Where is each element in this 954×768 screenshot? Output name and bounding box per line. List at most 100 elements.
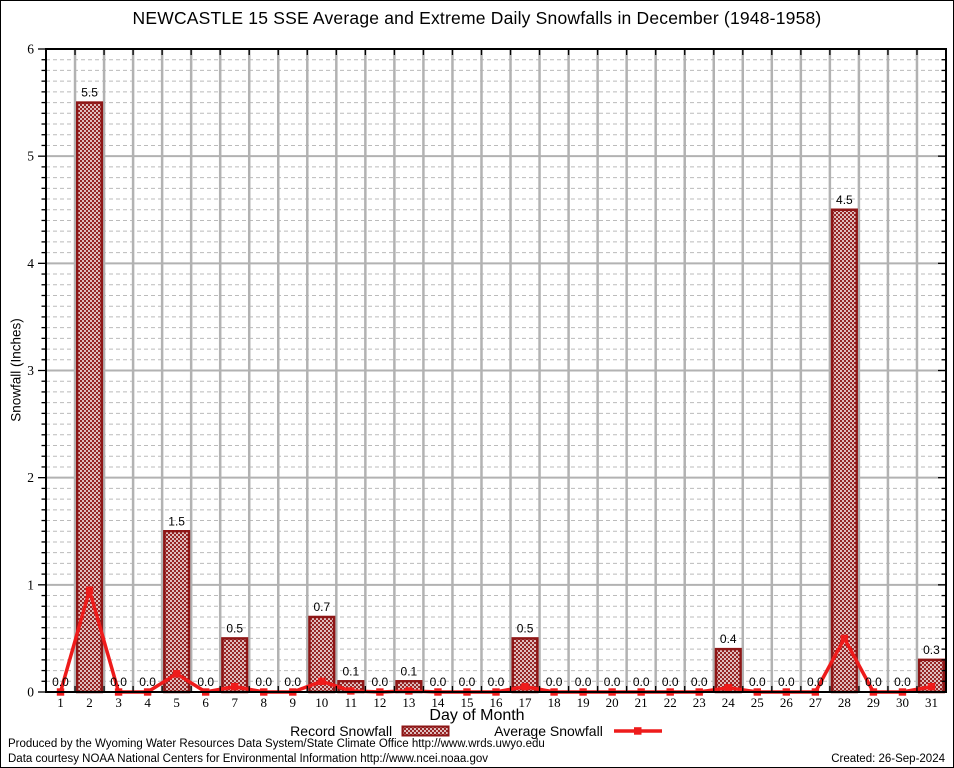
footer-produced-by: Produced by the Wyoming Water Resources … bbox=[8, 738, 545, 750]
x-tick-label-5: 5 bbox=[173, 695, 180, 710]
x-tick-label-25: 25 bbox=[751, 695, 764, 710]
bar-value-label-day-15: 0.0 bbox=[459, 675, 476, 689]
footer-row: Data courtesy NOAA National Centers for … bbox=[8, 753, 945, 765]
x-tick-label-12: 12 bbox=[373, 695, 386, 710]
chart-title: NEWCASTLE 15 SSE Average and Extreme Dai… bbox=[132, 8, 822, 28]
bar-value-label-day-29: 0.0 bbox=[865, 675, 882, 689]
bar-value-label-day-22: 0.0 bbox=[662, 675, 679, 689]
average-marker-day-17 bbox=[521, 682, 529, 691]
bar-value-label-day-27: 0.0 bbox=[807, 675, 824, 689]
x-tick-label-23: 23 bbox=[693, 695, 706, 710]
footer-data-courtesy: Data courtesy NOAA National Centers for … bbox=[8, 753, 489, 765]
bar-value-label-day-20: 0.0 bbox=[604, 675, 621, 689]
x-tick-label-9: 9 bbox=[290, 695, 297, 710]
bar-value-label-day-28: 4.5 bbox=[836, 193, 853, 207]
bar-value-label-day-19: 0.0 bbox=[575, 675, 592, 689]
record-snowfall-swatch-icon bbox=[401, 725, 450, 736]
x-tick-label-31: 31 bbox=[925, 695, 938, 710]
bar-value-label-day-31: 0.3 bbox=[923, 643, 940, 657]
y-tick-label-6: 6 bbox=[27, 42, 34, 57]
x-axis-title: Day of Month bbox=[429, 707, 525, 724]
x-tick-label-17: 17 bbox=[519, 695, 533, 710]
bar-value-label-day-21: 0.0 bbox=[633, 675, 650, 689]
bar-day-2 bbox=[75, 101, 104, 694]
x-tick-label-1: 1 bbox=[57, 695, 64, 710]
bar-day-10 bbox=[308, 615, 336, 694]
x-tick-label-14: 14 bbox=[431, 695, 445, 710]
bar-value-label-day-12: 0.0 bbox=[372, 675, 389, 689]
x-tick-label-15: 15 bbox=[460, 695, 473, 710]
bar-value-labels: 0.0 5.5 0.0 0.0 1.5 0.0 0.5 0.0 0.0 0.7 0.1 0.0 0.1 0… bbox=[52, 86, 940, 689]
bar-value-label-day-4: 0.0 bbox=[139, 675, 156, 689]
bar-day-28 bbox=[830, 208, 858, 694]
bar-value-label-day-25: 0.0 bbox=[749, 675, 766, 689]
average-snowfall-swatch-icon bbox=[613, 726, 662, 735]
bar-value-label-day-5: 1.5 bbox=[168, 514, 185, 528]
bar-value-label-day-30: 0.0 bbox=[894, 675, 911, 689]
x-tick-label-8: 8 bbox=[260, 695, 267, 710]
y-tick-label-2: 2 bbox=[27, 470, 34, 485]
x-tick-label-29: 29 bbox=[867, 695, 880, 710]
bar-value-label-day-6: 0.0 bbox=[197, 675, 214, 689]
bar-value-label-day-23: 0.0 bbox=[691, 675, 708, 689]
x-tick-label-13: 13 bbox=[402, 695, 415, 710]
x-tick-label-30: 30 bbox=[896, 695, 909, 710]
average-marker-day-10 bbox=[318, 677, 326, 685]
average-marker-day-28 bbox=[840, 634, 849, 643]
x-tick-label-24: 24 bbox=[722, 695, 736, 710]
x-tick-label-21: 21 bbox=[635, 695, 648, 710]
average-marker-day-13 bbox=[405, 687, 413, 695]
bar-value-label-day-2: 5.5 bbox=[81, 86, 98, 100]
bar-value-label-day-13: 0.1 bbox=[401, 664, 418, 678]
y-tick-label-1: 1 bbox=[27, 577, 34, 592]
x-tick-label-4: 4 bbox=[144, 695, 151, 710]
bar-value-label-day-16: 0.0 bbox=[488, 675, 505, 689]
y-tick-label-3: 3 bbox=[27, 363, 34, 378]
x-tick-label-26: 26 bbox=[780, 695, 794, 710]
bar-value-label-day-1: 0.0 bbox=[52, 675, 69, 689]
bar-value-label-day-9: 0.0 bbox=[284, 675, 301, 689]
major-gridlines bbox=[46, 49, 946, 692]
average-marker-day-31 bbox=[927, 682, 936, 691]
x-tick-label-6: 6 bbox=[202, 695, 209, 710]
bar-value-label-day-17: 0.5 bbox=[517, 621, 534, 635]
y-tick-label-5: 5 bbox=[27, 149, 34, 164]
bar-value-label-day-3: 0.0 bbox=[110, 675, 127, 689]
bar-value-label-day-7: 0.5 bbox=[226, 621, 243, 635]
average-marker-day-5 bbox=[172, 670, 181, 678]
bar-value-label-day-10: 0.7 bbox=[313, 600, 330, 614]
legend-record-label: Record Snowfall bbox=[290, 722, 393, 739]
x-tick-label-18: 18 bbox=[548, 695, 561, 710]
x-tick-label-3: 3 bbox=[115, 695, 122, 710]
bar-value-label-day-14: 0.0 bbox=[430, 675, 447, 689]
legend-average-label: Average Snowfall bbox=[494, 722, 603, 739]
average-marker-day-7 bbox=[231, 682, 239, 691]
average-marker-day-24 bbox=[724, 684, 732, 692]
x-tick-label-10: 10 bbox=[315, 695, 328, 710]
x-tick-label-19: 19 bbox=[577, 695, 590, 710]
x-tick-label-22: 22 bbox=[664, 695, 677, 710]
footer-created-date: Created: 26-Sep-2024 bbox=[831, 753, 945, 765]
y-tick-label-4: 4 bbox=[27, 256, 34, 271]
legend: Record Snowfall Average Snowfall bbox=[1, 722, 953, 739]
average-marker-day-11 bbox=[347, 687, 355, 695]
x-tick-label-11: 11 bbox=[345, 695, 358, 710]
x-tick-label-7: 7 bbox=[231, 695, 238, 710]
x-tick-label-27: 27 bbox=[809, 695, 823, 710]
bar-value-label-day-11: 0.1 bbox=[342, 664, 359, 678]
bar-value-label-day-24: 0.4 bbox=[720, 632, 737, 646]
average-marker-day-2 bbox=[85, 586, 94, 594]
y-tick-label-0: 0 bbox=[27, 685, 34, 700]
bar-day-5 bbox=[163, 530, 191, 694]
axis-ticks bbox=[38, 48, 946, 693]
bar-value-label-day-8: 0.0 bbox=[255, 675, 272, 689]
x-tick-label-2: 2 bbox=[86, 695, 93, 710]
bar-value-label-day-26: 0.0 bbox=[778, 675, 795, 689]
x-tick-label-28: 28 bbox=[838, 695, 851, 710]
x-tick-label-16: 16 bbox=[490, 695, 504, 710]
bar-value-label-day-18: 0.0 bbox=[546, 675, 563, 689]
minor-gridlines bbox=[46, 59, 946, 682]
